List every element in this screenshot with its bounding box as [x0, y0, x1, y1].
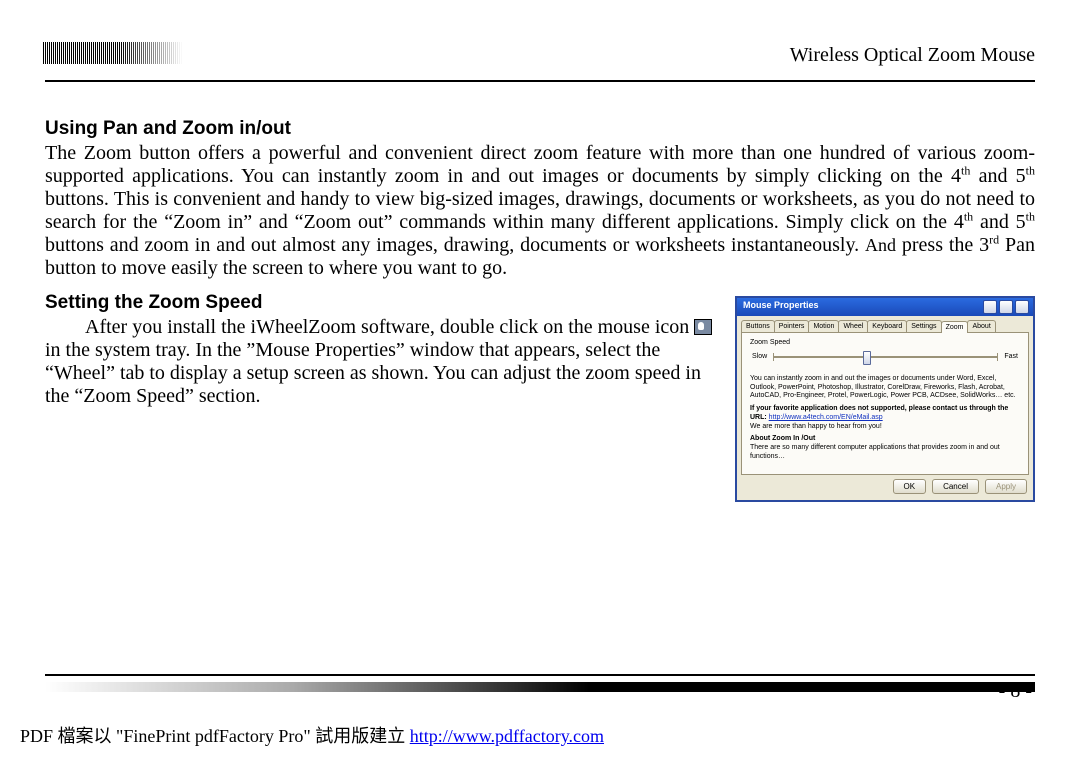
zoom-speed-label: Zoom Speed [750, 339, 1020, 347]
dialog-title: Mouse Properties [743, 300, 819, 316]
maximize-icon[interactable] [999, 300, 1013, 314]
pdf-factory-link[interactable]: http://www.pdffactory.com [410, 726, 604, 746]
dialog-panel: Zoom Speed Slow Fast You can instantly z… [741, 332, 1029, 475]
apply-button[interactable]: Apply [985, 479, 1027, 494]
pdf-footer-note: PDF 檔案以 "FinePrint pdfFactory Pro" 試用版建立… [20, 722, 604, 748]
footer-rule [45, 674, 1035, 676]
header-title: Wireless Optical Zoom Mouse [790, 44, 1035, 67]
dialog-desc2-post: We are more than happy to hear from you! [750, 423, 882, 430]
dialog-desc1: You can instantly zoom in and out the im… [750, 375, 1020, 401]
dialog-tabs: Buttons Pointers Motion Wheel Keyboard S… [741, 320, 1029, 332]
tab-about[interactable]: About [967, 320, 995, 332]
section1-paragraph: The Zoom button offers a powerful and co… [45, 142, 1035, 280]
tab-settings[interactable]: Settings [906, 320, 941, 332]
tab-wheel[interactable]: Wheel [838, 320, 868, 332]
section2-text-a: After you install the iWheelZoom softwar… [85, 316, 689, 338]
section2-text-b: in the system tray. In the ”Mouse Proper… [45, 339, 701, 407]
mouse-tray-icon [694, 319, 712, 335]
tab-keyboard[interactable]: Keyboard [867, 320, 907, 332]
tab-zoom[interactable]: Zoom [941, 321, 969, 333]
header-stripe-graphic [43, 42, 183, 64]
slider-thumb-icon[interactable] [863, 351, 871, 365]
pdf-footer-text: PDF 檔案以 "FinePrint pdfFactory Pro" 試用版建立 [20, 726, 410, 746]
dialog-desc2: If your favorite application does not su… [750, 405, 1020, 431]
footer-gradient-bar [45, 682, 1035, 692]
zoom-speed-slider[interactable] [773, 356, 998, 358]
dialog-contact-link[interactable]: http://www.a4tech.com/EN/eMail.asp [769, 414, 883, 421]
dialog-desc3: About Zoom In /Out There are so many dif… [750, 435, 1020, 461]
tab-motion[interactable]: Motion [808, 320, 839, 332]
header-underline [45, 80, 1035, 82]
tab-buttons[interactable]: Buttons [741, 320, 775, 332]
cancel-button[interactable]: Cancel [932, 479, 979, 494]
dialog-desc3-body: There are so many different computer app… [750, 444, 1000, 460]
slider-slow-label: Slow [752, 353, 767, 361]
minimize-icon[interactable] [983, 300, 997, 314]
dialog-titlebar: Mouse Properties [737, 298, 1033, 316]
tab-pointers[interactable]: Pointers [774, 320, 810, 332]
ok-button[interactable]: OK [893, 479, 927, 494]
close-icon[interactable] [1015, 300, 1029, 314]
slider-fast-label: Fast [1004, 353, 1018, 361]
mouse-properties-dialog: Mouse Properties Buttons Pointers Motion… [735, 296, 1035, 502]
page-content: Using Pan and Zoom in/out The Zoom butto… [45, 118, 1035, 510]
section1-heading: Using Pan and Zoom in/out [45, 118, 1035, 140]
dialog-desc3-title: About Zoom In /Out [750, 435, 815, 442]
